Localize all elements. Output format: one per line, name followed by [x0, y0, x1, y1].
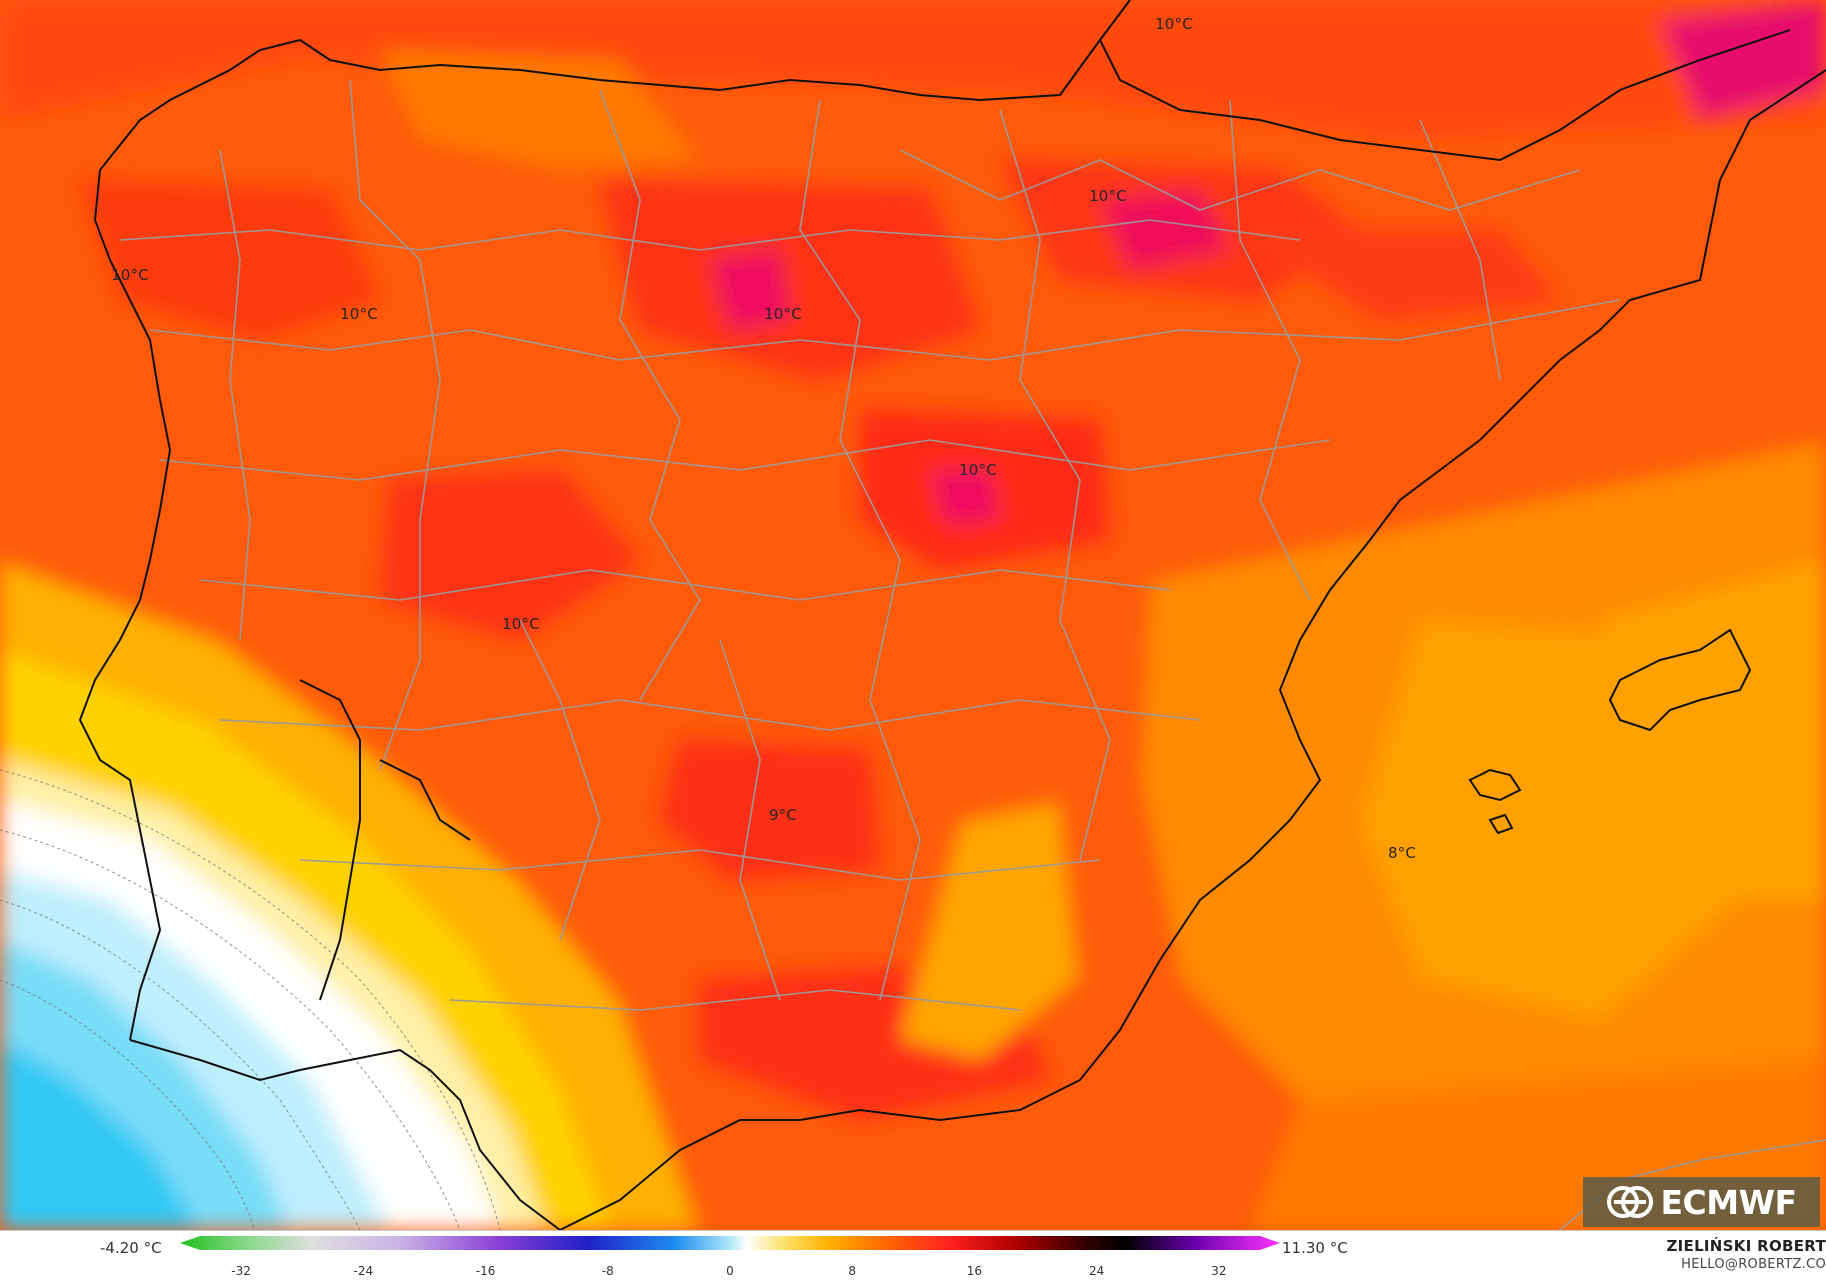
colorbar-tick-label: 0 — [726, 1264, 734, 1278]
colorbar — [180, 1236, 1280, 1250]
temperature-contour-fills — [0, 0, 1826, 1230]
colorbar-tick-label: -24 — [353, 1264, 374, 1278]
ecmwf-logo-text: ECMWF — [1660, 1182, 1797, 1222]
min-temperature: -4.20 °C — [100, 1239, 162, 1257]
colorbar-tick-label: 24 — [1089, 1264, 1105, 1278]
ecmwf-logo: ECMWF — [1583, 1177, 1820, 1227]
coastline — [78, 0, 1826, 1230]
colorbar-tick-label: 16 — [966, 1264, 983, 1278]
legend-bar: -4.20 °C — [0, 1230, 1826, 1287]
temperature-map: 10°C 10°C 10°C 10°C 10°C 10°C 10°C 9°C 8… — [0, 0, 1826, 1230]
author-email: HELLO@ROBERTZ.CO — [1681, 1257, 1826, 1272]
temperature-label: 10°C — [340, 305, 378, 323]
map-canvas — [0, 0, 1826, 1230]
isotherm-lines — [0, 769, 501, 1230]
ecmwf-logo-icon — [1607, 1186, 1654, 1218]
colorbar-tick-label: -32 — [231, 1264, 251, 1278]
colorbar-tick-label: -16 — [475, 1264, 496, 1278]
temperature-label: 10°C — [502, 615, 540, 633]
author-name: ZIELIŃSKI ROBERT — [1666, 1237, 1826, 1255]
temperature-label: 10°C — [1089, 187, 1127, 205]
author-credit: ZIELIŃSKI ROBERT HELLO@ROBERTZ.CO — [1666, 1237, 1826, 1272]
colorbar-tick-label: 8 — [848, 1264, 857, 1278]
temperature-label: 8°C — [1387, 844, 1417, 862]
max-temperature: 11.30 °C — [1282, 1239, 1348, 1257]
temperature-label: 10°C — [111, 266, 149, 284]
colorbar-tick-label: -8 — [601, 1264, 614, 1278]
temperature-label: 10°C — [959, 461, 997, 479]
colorbar-tick-label: 32 — [1211, 1264, 1227, 1278]
temperature-label: 10°C — [1155, 15, 1193, 33]
temperature-label: 10°C — [764, 305, 802, 323]
temperature-label: 9°C — [768, 806, 798, 824]
province-borders — [119, 79, 1826, 1230]
